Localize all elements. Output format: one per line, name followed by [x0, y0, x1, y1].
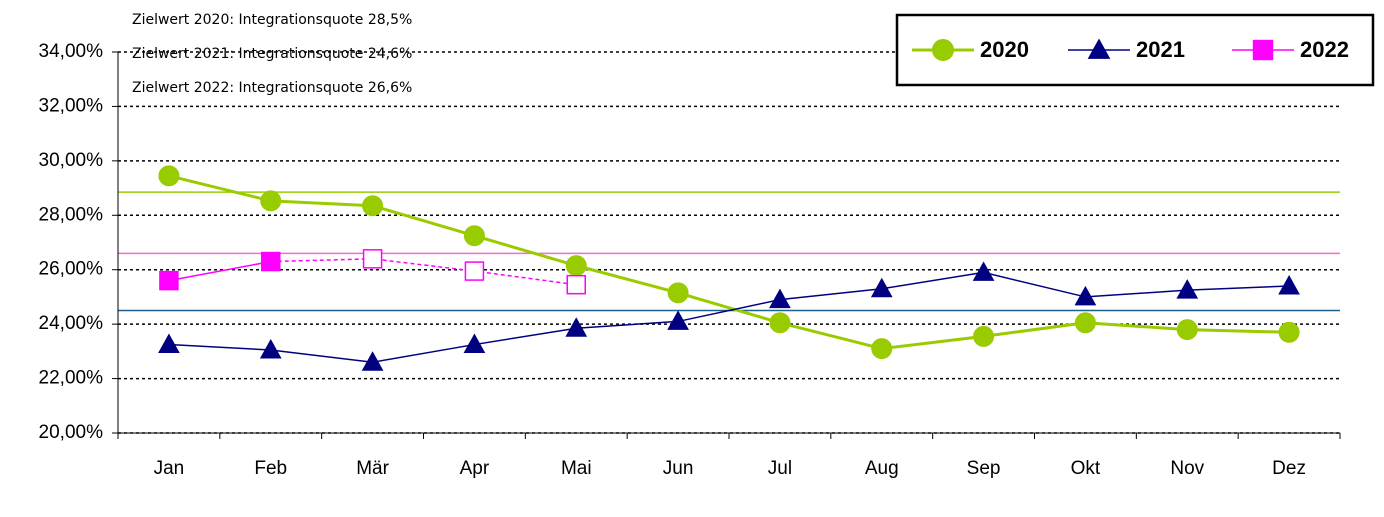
marker [158, 165, 180, 187]
marker [1176, 319, 1198, 341]
marker [932, 39, 954, 61]
marker [1278, 275, 1300, 295]
marker [769, 312, 791, 334]
x-tick-label: Mär [356, 458, 389, 479]
marker [565, 255, 587, 277]
marker [870, 277, 893, 298]
series-line-dashed [270, 258, 577, 286]
marker [362, 195, 384, 217]
y-tick-label: 20,00% [39, 422, 104, 443]
y-tick-label: 24,00% [39, 313, 104, 334]
marker [973, 325, 995, 347]
y-tick-label: 28,00% [39, 204, 104, 225]
marker [1252, 39, 1274, 61]
series-line [168, 271, 1290, 364]
marker [769, 288, 791, 309]
marker [667, 310, 689, 330]
legend-label: 2022 [1300, 37, 1349, 62]
x-tick-label: Okt [1071, 458, 1101, 479]
series-line [168, 260, 271, 282]
marker [260, 190, 282, 212]
marker [972, 261, 995, 281]
series-line [168, 174, 1290, 351]
y-tick-label: 32,00% [39, 95, 104, 116]
x-tick-label: Mai [561, 458, 592, 479]
annotation: Zielwert 2021: Integrationsquote 24,6% [132, 46, 412, 62]
x-tick-label: Sep [967, 458, 1001, 479]
x-tick-label: Feb [254, 458, 287, 479]
marker [1074, 285, 1097, 306]
x-tick-label: Aug [865, 458, 899, 479]
x-tick-label: Jan [154, 458, 185, 479]
marker [159, 270, 179, 291]
annotation: Zielwert 2020: Integrationsquote 28,5% [132, 12, 412, 28]
marker [361, 351, 384, 371]
marker [463, 333, 486, 354]
marker [463, 225, 485, 247]
marker [362, 249, 383, 269]
y-tick-label: 26,00% [39, 259, 104, 280]
marker [566, 274, 586, 295]
marker [565, 317, 588, 337]
x-tick-label: Dez [1272, 458, 1306, 479]
legend-label: 2020 [980, 37, 1029, 62]
y-tick-label: 30,00% [39, 150, 104, 171]
annotation: Zielwert 2022: Integrationsquote 26,6% [132, 80, 412, 96]
x-tick-label: Jun [663, 458, 694, 479]
x-tick-label: Apr [460, 458, 490, 479]
x-tick-label: Jul [768, 458, 792, 479]
x-tick-label: Nov [1170, 458, 1204, 479]
marker [261, 251, 281, 272]
marker [1278, 321, 1300, 343]
y-tick-label: 34,00% [39, 41, 104, 62]
marker [667, 282, 689, 304]
marker [464, 261, 485, 281]
marker [871, 338, 893, 360]
marker [1176, 279, 1199, 299]
y-tick-label: 22,00% [39, 368, 104, 389]
legend-label: 2021 [1136, 37, 1185, 62]
marker [259, 338, 282, 359]
marker [158, 333, 180, 354]
marker [1087, 38, 1111, 59]
marker [1074, 312, 1096, 334]
